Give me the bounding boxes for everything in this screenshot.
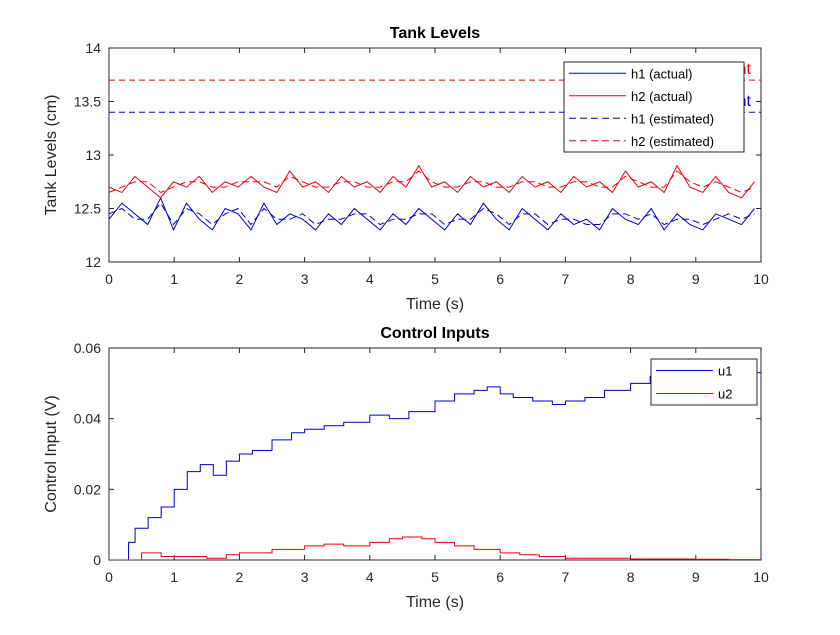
x-tick-label: 6 xyxy=(496,569,504,585)
chart-title: Tank Levels xyxy=(390,25,481,42)
legend: u1 u2 xyxy=(650,358,758,406)
x-tick-label: 10 xyxy=(753,569,769,585)
y-tick-label: 13 xyxy=(85,147,101,163)
y-tick-label: 13.5 xyxy=(74,94,101,110)
y-tick-label: 14 xyxy=(85,40,101,56)
y-axis-label: Tank Levels (cm) xyxy=(43,95,60,216)
y-tick-label: 0.06 xyxy=(74,340,101,356)
chart-2: 0 1 2 3 4 5 6 7 8 9 10 0 0.02 0.04 0.06 Control Inputs T… xyxy=(43,325,769,611)
x-tick-label: 7 xyxy=(562,271,570,287)
x-tick-label: 9 xyxy=(692,271,700,287)
x-tick-label: 9 xyxy=(692,569,700,585)
y-tick-label: 0.02 xyxy=(74,481,101,497)
series-line-h1-estimated- xyxy=(109,202,755,226)
x-axis-label: Time (s) xyxy=(406,594,464,611)
legend-label: h1 (actual) xyxy=(631,66,692,81)
x-tick-label: 0 xyxy=(105,271,113,287)
x-tick-label: 2 xyxy=(236,569,244,585)
x-tick-label: 3 xyxy=(301,271,309,287)
x-tick-label: 7 xyxy=(562,569,570,585)
x-tick-label: 8 xyxy=(627,271,635,287)
x-tick-label: 4 xyxy=(366,569,374,585)
x-tick-label: 8 xyxy=(627,569,635,585)
x-tick-label: 1 xyxy=(170,569,178,585)
series-line-h1-actual- xyxy=(109,196,755,232)
y-tick-label: 0.04 xyxy=(74,411,101,427)
series-line-u2 xyxy=(109,536,761,560)
x-tick-label: 3 xyxy=(301,569,309,585)
x-tick-label: 0 xyxy=(105,569,113,585)
legend: h1 (actual) h2 (actual) h1 (estimated) h2 (… xyxy=(563,61,745,153)
x-tick-label: 5 xyxy=(431,271,439,287)
legend-label: h2 (actual) xyxy=(631,89,692,104)
x-tick-label: 6 xyxy=(496,271,504,287)
x-axis-label: Time (s) xyxy=(406,296,464,313)
x-tick-label: 1 xyxy=(170,271,178,287)
legend-label: h1 (estimated) xyxy=(631,111,714,126)
x-tick-label: 5 xyxy=(431,569,439,585)
legend-label: u1 xyxy=(718,364,732,379)
legend-box xyxy=(650,358,758,406)
series-line-h2-estimated- xyxy=(109,170,755,194)
legend-box xyxy=(563,61,745,153)
legend-label: h2 (estimated) xyxy=(631,134,714,149)
x-tick-label: 10 xyxy=(753,271,769,287)
y-tick-label: 0 xyxy=(93,552,101,568)
series-line-h2-actual- xyxy=(109,164,755,199)
series-line-u1 xyxy=(109,372,761,560)
x-tick-label: 4 xyxy=(366,271,374,287)
chart-title: Control Inputs xyxy=(380,325,489,342)
y-tick-label: 12.5 xyxy=(74,201,101,217)
data-layer xyxy=(109,372,761,560)
y-tick-label: 12 xyxy=(85,254,101,270)
legend-label: u2 xyxy=(718,387,732,402)
y-axis-label: Control Input (V) xyxy=(43,395,60,512)
x-tick-label: 2 xyxy=(236,271,244,287)
